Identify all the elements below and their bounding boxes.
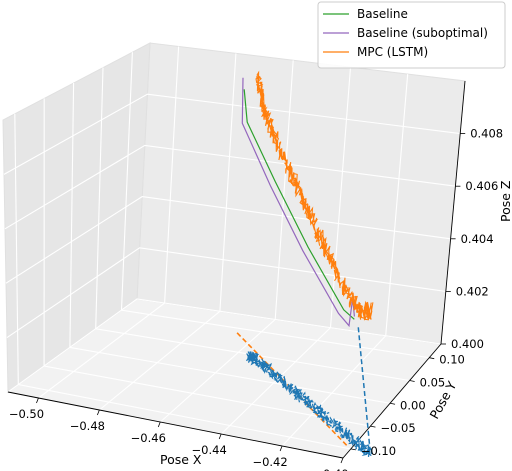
- y-tick-label: 0.05: [420, 375, 446, 389]
- grid-lines: [3, 46, 466, 459]
- x-axis-label: Pose X: [160, 452, 202, 467]
- y-tick-label: −0.10: [361, 444, 396, 458]
- series-baseline-suboptimal-line: [241, 77, 355, 328]
- legend-label-baseline-suboptimal: Baseline (suboptimal): [357, 26, 488, 40]
- x-tick-mark: [36, 397, 39, 404]
- z-tick-label: 0.408: [470, 127, 503, 141]
- z-axis-line: [440, 80, 466, 345]
- tick-labels: −0.50 −0.48 −0.46 −0.44 −0.42 −0.40 −0.10 −0.05…: [9, 127, 503, 471]
- x-tick-mark: [157, 421, 161, 428]
- projection-drop-line: [357, 327, 371, 448]
- legend: Baseline Baseline (suboptimal) MPC (LSTM…: [317, 1, 506, 69]
- legend-frame: [317, 1, 506, 69]
- grid-line-z: [7, 298, 442, 393]
- x-tick-mark: [279, 445, 283, 452]
- y-tick-mark: [370, 425, 376, 428]
- xy-projection-line: [245, 350, 373, 458]
- grid-line-z: [4, 144, 456, 230]
- z-tick-label: 0.400: [451, 337, 484, 351]
- grid-line-z: [6, 247, 446, 339]
- x-axis-line: [7, 391, 344, 459]
- series-layer: [236, 70, 374, 458]
- floor-projection-line: [236, 332, 348, 446]
- legend-label-baseline: Baseline: [357, 7, 408, 21]
- z-tick-label: 0.402: [456, 284, 489, 298]
- z-axis-label: Pose Z: [498, 181, 512, 222]
- x-tick-label: −0.50: [9, 407, 44, 421]
- y-tick-mark: [389, 402, 396, 405]
- series-baseline-line: [243, 89, 355, 320]
- x-tick-label: −0.40: [313, 467, 348, 471]
- y-tick-mark: [409, 380, 415, 382]
- grid-line-z: [3, 93, 461, 175]
- x-tick-mark: [218, 433, 222, 440]
- x-tick-mark: [96, 409, 100, 416]
- x-tick-label: −0.44: [192, 443, 227, 457]
- y-tick-label: 0.10: [439, 353, 465, 367]
- x-tick-mark: [340, 457, 344, 464]
- y-tick-mark: [350, 448, 356, 451]
- z-tick-label: 0.406: [465, 179, 498, 193]
- x-tick-label: −0.46: [131, 431, 166, 445]
- y-tick-label: −0.05: [380, 421, 415, 435]
- y-tick-mark: [429, 357, 435, 360]
- legend-label-mpc-lstm: MPC (LSTM): [357, 45, 428, 59]
- x-tick-label: −0.42: [252, 455, 287, 469]
- z-tick-label: 0.404: [461, 232, 494, 246]
- y-tick-label: 0.00: [400, 398, 426, 412]
- series-mpc-lstm-line: [255, 70, 374, 321]
- x-tick-label: −0.48: [70, 419, 105, 433]
- grid-line-z: [5, 196, 451, 284]
